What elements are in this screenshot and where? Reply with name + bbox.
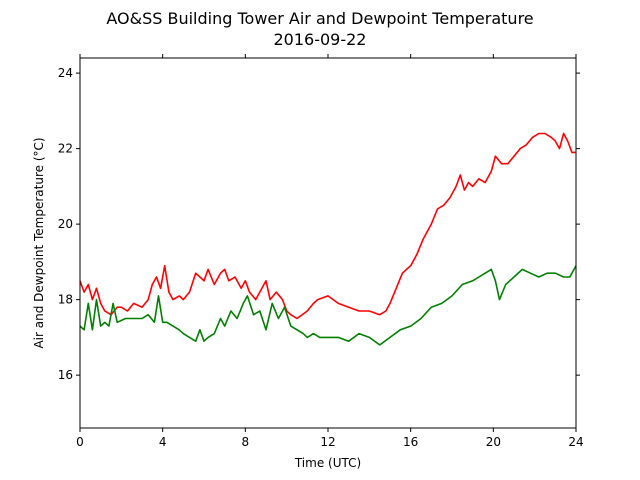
- y-tick-label: 18: [58, 293, 73, 307]
- y-axis: 16 18 20 22 24: [58, 66, 580, 382]
- x-tick-label: 12: [320, 435, 335, 449]
- chart-title: AO&SS Building Tower Air and Dewpoint Te…: [106, 9, 533, 28]
- y-axis-label: Air and Dewpoint Temperature (°C): [32, 137, 46, 348]
- x-tick-label: 0: [76, 435, 84, 449]
- plot-frame: [79, 57, 577, 429]
- y-tick-label: 20: [58, 217, 73, 231]
- x-tick-label: 8: [242, 435, 250, 449]
- x-axis: 0 4 8 12 16 20 24: [76, 54, 584, 449]
- series-line-2: [79, 265, 577, 346]
- y-tick-label: 24: [58, 66, 73, 80]
- x-tick-label: 16: [403, 435, 418, 449]
- y-tick-label: 22: [58, 142, 73, 156]
- x-tick-label: 4: [159, 435, 167, 449]
- x-axis-label: Time (UTC): [294, 456, 361, 470]
- y-tick-label: 16: [58, 368, 73, 382]
- x-tick-label: 20: [486, 435, 501, 449]
- series-line-1: [79, 132, 576, 320]
- chart-subtitle: 2016-09-22: [274, 30, 367, 49]
- x-tick-label: 24: [568, 435, 583, 449]
- plot-series: [79, 132, 577, 346]
